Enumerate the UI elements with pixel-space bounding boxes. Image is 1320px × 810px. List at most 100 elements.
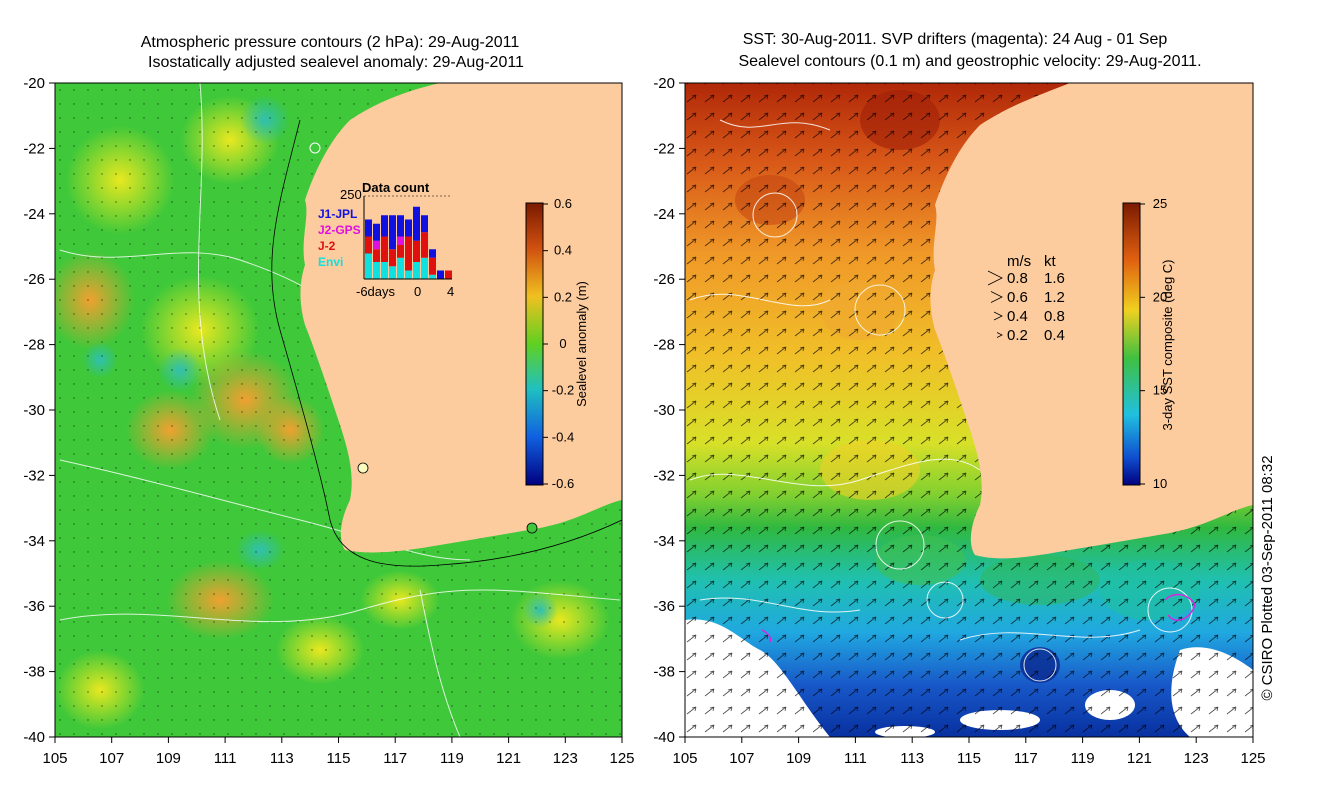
data-count-bar [405,236,412,271]
data-count-xlabel-mid: 0 [414,284,421,299]
data-count-bar [381,215,388,237]
left-lon-tick-label: 115 [327,750,351,767]
svp-drifter-track [761,629,772,643]
right-title-line2: Sealevel contours (0.1 m) and geostrophi… [738,53,1201,70]
velocity-legend-ms: 0.4 [1007,308,1028,325]
data-count-bars [365,206,452,279]
left-lat-tick-label: -26 [23,271,45,288]
data-count-bar [421,257,428,279]
data-count-bar [413,240,420,262]
data-count-bar [413,206,420,241]
data-count-bar [429,257,436,275]
velocity-legend-kt: 1.6 [1044,270,1065,287]
left-lat-tick-label: -20 [23,75,45,92]
right-lat-tick-label: -38 [653,664,675,681]
tide-gauge-marker [526,522,538,534]
data-count-legend-entry: J-2 [318,239,336,253]
anomaly-colorbar-tick-label: 0.6 [554,196,572,211]
data-count-xlabel-right: 4 [447,284,454,299]
data-count-bar [429,249,436,258]
left-lat-tick-label: -22 [23,140,45,157]
right-lon-tick-label: 111 [844,750,867,767]
velocity-legend-kt: 1.2 [1044,289,1065,306]
data-count-bar [421,215,428,233]
left-lat-tick-label: -34 [23,533,45,550]
velocity-legend-ms: 0.6 [1007,289,1028,306]
tide-gauge-marker [309,142,321,154]
right-axes: -20 -22 -24 -26 -28 -30 -32 -34 -36 -38 -40 105 107 1… [653,75,1265,767]
data-count-bar [389,215,396,250]
shelf-edge-left [271,119,622,567]
right-lon-tick-label: 107 [729,750,754,767]
data-count-bar [373,223,380,241]
data-count-bar [421,232,428,258]
right-lon-tick-label: 125 [1240,750,1265,767]
left-lon-tick-label: 125 [609,750,634,767]
data-count-bar [397,245,404,258]
data-count-bar [389,266,396,279]
right-lon-tick-label: 115 [957,750,981,767]
right-lon-tick-label: 117 [1014,750,1038,767]
right-lon-tick-label: 113 [900,750,924,767]
data-count-bar [397,257,404,279]
anomaly-colorbar: 0.6 0.4 0.2 0 -0.2 -0.4 -0.6 Sealevel anomaly … [525,196,589,491]
right-lat-tick-label: -22 [653,140,675,157]
data-count-bar [397,215,404,237]
tide-gauge-marker [357,462,369,474]
data-count-bar [373,262,380,279]
velocity-legend: m/s kt 0.8 1.6 0.6 1.2 0.4 0.8 0.2 0.4 [987,253,1065,344]
pressure-contours [59,83,621,737]
right-lat-tick-label: -34 [653,533,675,550]
data-count-bar [381,262,388,279]
sst-colorbar-tick-label: 25 [1153,196,1167,211]
right-lon-tick-label: 105 [672,750,697,767]
sst-colorbar-scale [1122,202,1141,486]
data-count-bar [365,219,372,237]
sealevel-contours [689,119,1193,682]
left-lon-tick-label: 111 [214,750,237,767]
left-lon-tick-label: 109 [156,750,181,767]
anomaly-colorbar-tick-label: -0.2 [552,383,574,398]
data-count-bar [397,236,404,245]
right-lon-tick-label: 119 [1071,750,1095,767]
velocity-legend-arrow [987,270,1003,286]
right-lat-tick-label: -28 [653,337,675,354]
data-count-bar [405,219,412,237]
left-title-line1: Atmospheric pressure contours (2 hPa): 2… [141,34,520,51]
data-count-legend: J1-JPL J2-GPS J-2 Envi [318,207,361,269]
left-lon-tick-label: 121 [496,750,521,767]
right-lat-tick-label: -26 [653,271,675,288]
right-lat-tick-label: -24 [653,206,675,223]
velocity-legend-header-kt: kt [1044,253,1057,270]
australia-land-right [930,83,1253,559]
velocity-legend-arrow [990,291,1003,303]
right-lat-tick-label: -20 [653,75,675,92]
data-count-legend-entry: J2-GPS [318,223,361,237]
left-lon-tick-label: 113 [270,750,294,767]
anomaly-colorbar-tick-label: 0.4 [554,243,572,258]
right-lon-tick-label: 121 [1127,750,1152,767]
right-lat-tick-label: -30 [653,402,675,419]
anomaly-colorbar-tick-label: -0.4 [552,429,574,444]
anomaly-colorbar-tick-label: -0.6 [552,476,574,491]
right-title-line1: SST: 30-Aug-2011. SVP drifters (magenta)… [743,31,1168,48]
left-lat-tick-label: -36 [23,598,45,615]
right-lon-tick-label: 109 [786,750,811,767]
left-lat-tick-label: -40 [23,729,45,746]
data-count-bar [373,240,380,250]
velocity-legend-arrow [993,311,1003,321]
left-lat-tick-label: -32 [23,467,45,484]
velocity-legend-kt: 0.8 [1044,308,1065,325]
sst-colorbar: 25 20 15 10 3-day SST composite (deg C) [1122,196,1175,491]
data-count-legend-entry: J1-JPL [318,207,357,221]
anomaly-colorbar-label: Sealevel anomaly (m) [574,281,589,407]
left-lat-tick-label: -24 [23,206,45,223]
left-lat-tick-label: -30 [23,402,45,419]
data-count-bar [365,253,372,279]
anomaly-colorbar-tick-label: 0 [559,336,566,351]
velocity-legend-ms: 0.8 [1007,270,1028,287]
data-count-bar [437,270,444,279]
sst-colorbar-label: 3-day SST composite (deg C) [1160,260,1175,431]
left-lat-tick-label: -28 [23,337,45,354]
